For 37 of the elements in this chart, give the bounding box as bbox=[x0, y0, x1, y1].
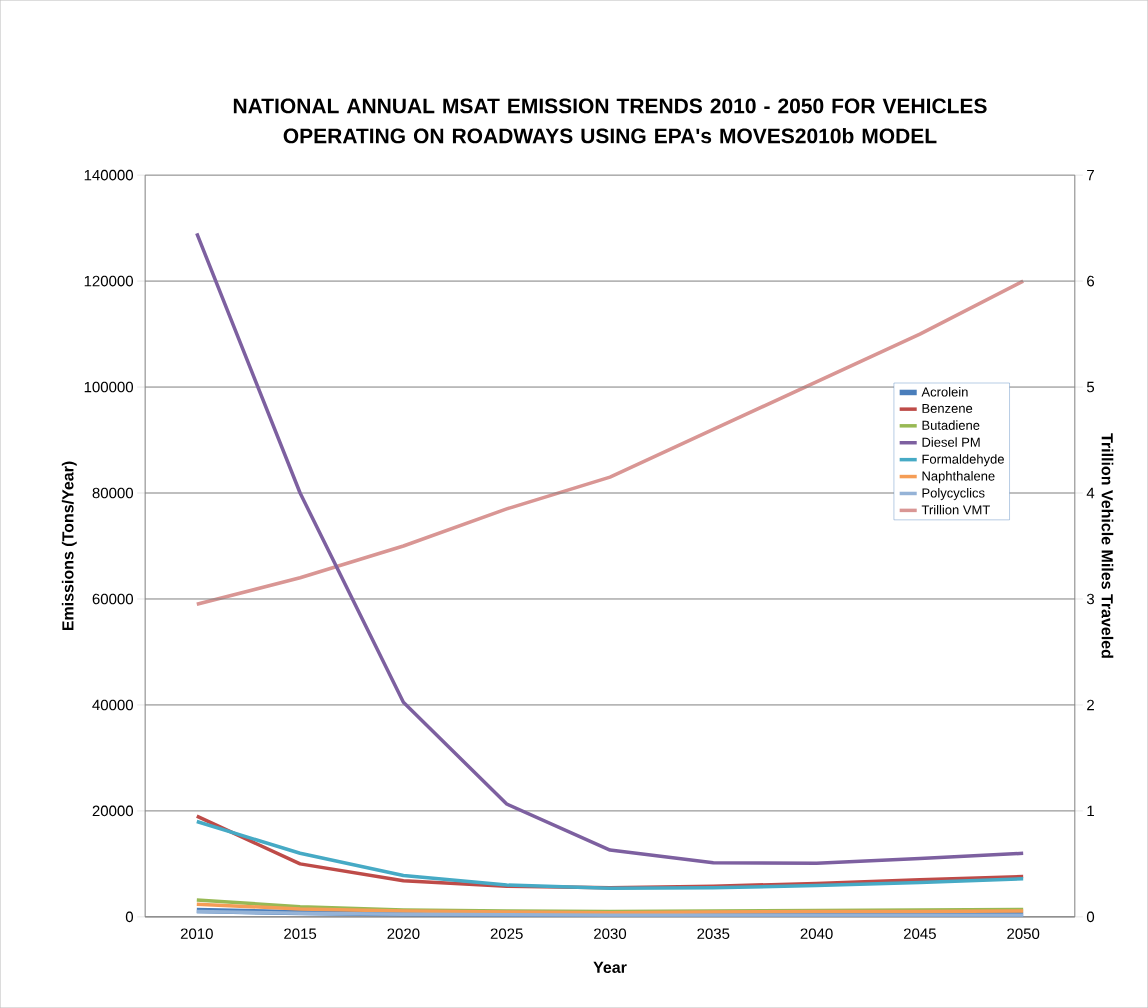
y2-tick-label: 7 bbox=[1087, 169, 1094, 181]
y-tick-label: 0 bbox=[125, 911, 134, 923]
x-axis-title: Year bbox=[593, 961, 627, 974]
y2-tick-label: 0 bbox=[1086, 911, 1095, 923]
y-tick-label: 100000 bbox=[84, 381, 134, 393]
x-tick-label: 2030 bbox=[594, 928, 627, 939]
y2-tick-label: 2 bbox=[1087, 699, 1094, 711]
legend-label: Diesel PM bbox=[922, 437, 980, 447]
x-tick-label: 2025 bbox=[490, 928, 523, 939]
legend-label: Formaldehyde bbox=[922, 454, 1004, 467]
legend-label: Butadiene bbox=[922, 420, 980, 430]
y-tick-label: 80000 bbox=[92, 487, 134, 499]
y-tick-label: 20000 bbox=[92, 805, 134, 817]
legend-label: Trillion VMT bbox=[921, 504, 990, 515]
y2-tick-label: 6 bbox=[1087, 275, 1095, 287]
y2-tick-label: 1 bbox=[1087, 805, 1094, 817]
x-tick-label: 2035 bbox=[697, 928, 730, 939]
y2-tick-label: 4 bbox=[1086, 487, 1095, 499]
x-tick-label: 2020 bbox=[387, 928, 420, 939]
y2-axis-title: Trillion Vehicle Miles Traveled bbox=[1101, 433, 1114, 658]
y2-tick-label: 5 bbox=[1086, 381, 1095, 393]
x-tick-label: 2045 bbox=[903, 928, 936, 939]
legend-label: Acrolein bbox=[921, 386, 968, 397]
x-tick-label: 2040 bbox=[800, 928, 833, 939]
x-tick-label: 2010 bbox=[180, 928, 213, 939]
y-axis-title: Emissions (Tons/Year) bbox=[61, 461, 77, 631]
legend-label: Naphthalene bbox=[922, 471, 995, 484]
chart-title: NATIONAL ANNUAL MSAT EMISSION TRENDS 2010 - 2050 FOR VEHICLES OPERATING ON ROADWAYS USING EPA's MOVES2010b MODEL bbox=[233, 98, 987, 144]
y-tick-label: 40000 bbox=[92, 699, 134, 711]
legend-label: Polycyclics bbox=[922, 488, 985, 501]
y-tick-label: 60000 bbox=[92, 593, 134, 605]
y-tick-label: 140000 bbox=[84, 169, 134, 181]
x-tick-label: 2050 bbox=[1007, 928, 1040, 939]
y-tick-label: 120000 bbox=[84, 275, 134, 287]
legend-label: Benzene bbox=[922, 403, 973, 413]
x-tick-label: 2015 bbox=[284, 928, 317, 939]
y2-tick-label: 3 bbox=[1086, 593, 1095, 605]
